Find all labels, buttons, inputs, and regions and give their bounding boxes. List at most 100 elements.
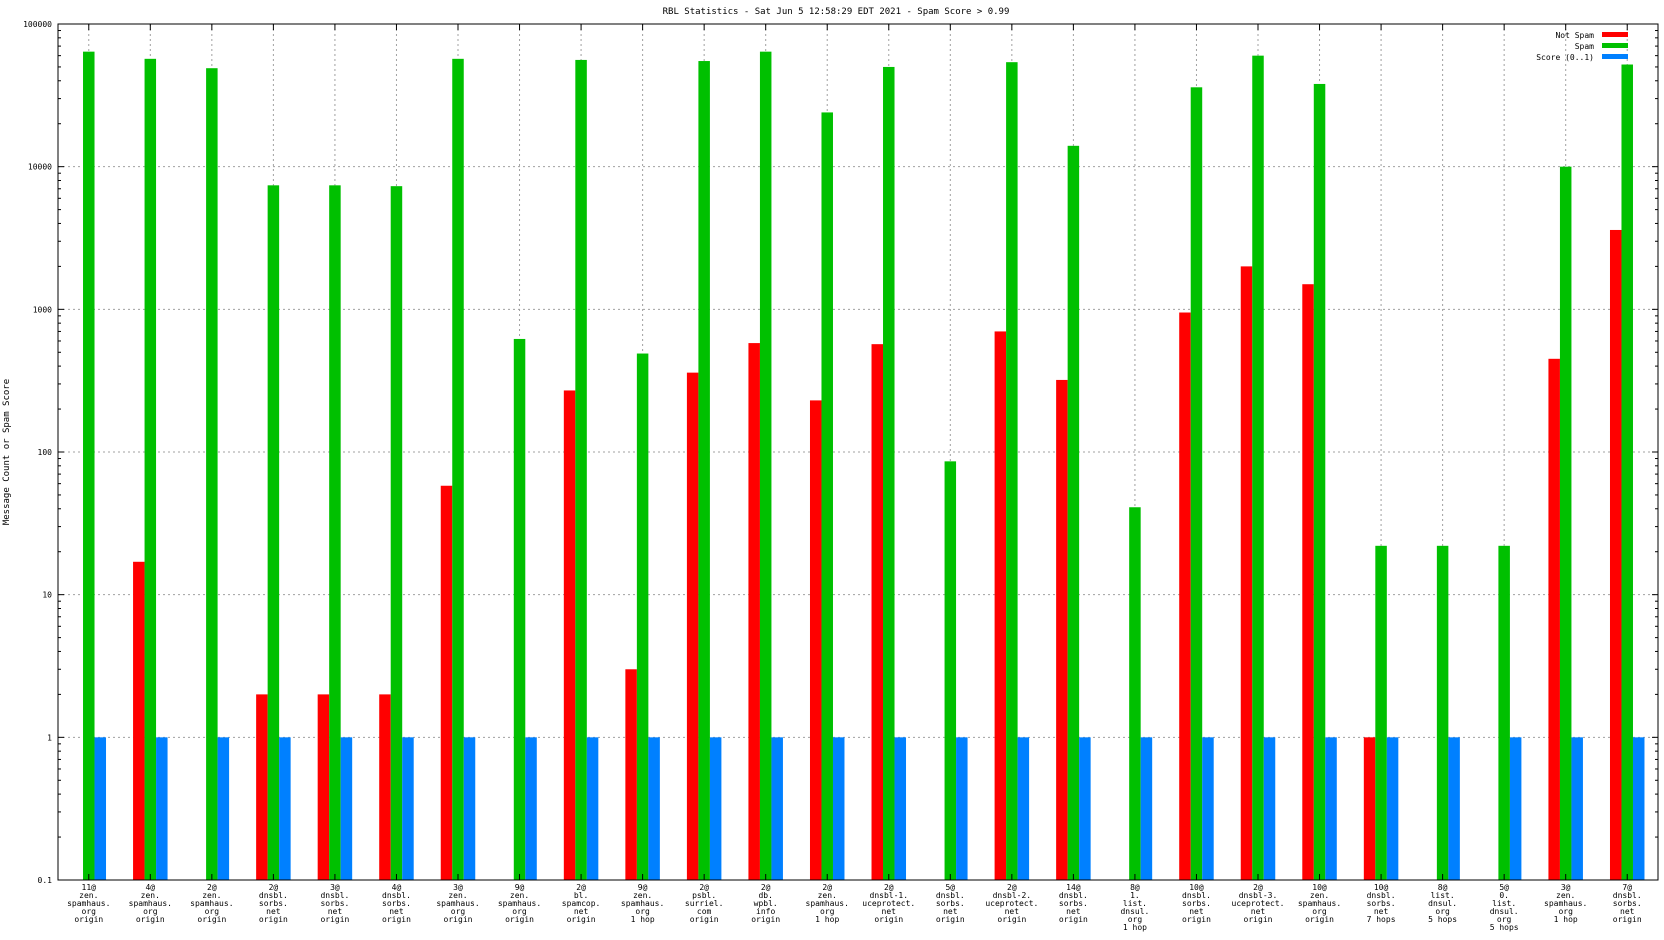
x-tick-label-line: origin — [320, 915, 349, 924]
x-tick-label-line: 2@ — [1253, 883, 1263, 892]
x-tick-label-line: 5 hops — [1428, 915, 1457, 924]
x-tick-label-line: origin — [197, 915, 226, 924]
bar-score-0-1 — [1079, 737, 1091, 880]
x-tick-label-line: zen. — [141, 891, 160, 900]
x-tick-label-line: origin — [1613, 915, 1642, 924]
x-tick-label-line: 8@ — [1438, 883, 1448, 892]
x-tick-label-line: 1 hop — [1554, 915, 1578, 924]
x-tick-label-line: list. — [1123, 899, 1147, 908]
x-tick-label-line: 7 hops — [1367, 915, 1396, 924]
x-tick-label-line: org — [1435, 907, 1450, 916]
bar-score-0-1 — [956, 737, 968, 880]
bar-score-0-1 — [709, 737, 722, 880]
bar-not-spam — [871, 344, 884, 880]
x-tick-label-line: 0. — [1499, 891, 1509, 900]
x-tick-label-line: dnsbl. — [1367, 891, 1396, 900]
x-tick-label-line: sorbs. — [1182, 899, 1211, 908]
bar-score-0-1 — [1017, 737, 1030, 880]
x-tick-label-line: db. — [758, 891, 772, 900]
x-tick-label-line: 9@ — [515, 883, 525, 892]
x-tick-label-line: 10@ — [1374, 883, 1389, 892]
x-tick-label-line: list. — [1431, 891, 1455, 900]
bars — [83, 51, 1645, 881]
x-tick-label-line: dnsul. — [1490, 907, 1519, 916]
x-tick-label-line: net — [266, 907, 281, 916]
x-tick-label-line: spamhaus. — [1544, 899, 1587, 908]
x-tick-label-line: uceprotect. — [1232, 899, 1285, 908]
bar-not-spam — [1240, 266, 1253, 881]
x-tick-label-line: dnsul. — [1428, 899, 1457, 908]
x-tick-label: 2@ psbl. surriel. com origin — [685, 883, 724, 924]
x-tick-label-line: spamhaus. — [621, 899, 664, 908]
x-tick-label-line: net — [882, 907, 897, 916]
bar-score-0-1 — [771, 737, 783, 880]
x-tick-label-line: 8@ — [1130, 883, 1140, 892]
x-tick-label-line: 1 hop — [815, 915, 839, 924]
y-tick-label: 1000 — [33, 305, 52, 314]
x-tick-label-line: dnsbl-1. — [870, 891, 909, 900]
x-tick-label: 7@ dnsbl. sorbs. net origin — [1613, 883, 1642, 924]
x-tick-label: 10@ zen. spamhaus. org origin — [1298, 883, 1341, 924]
x-tick-label-line: dnsbl. — [382, 891, 411, 900]
x-tick-label-line: zen. — [1556, 891, 1575, 900]
x-tick-label-line: 2@ — [822, 883, 832, 892]
bar-spam — [883, 66, 895, 880]
x-tick-label-line: net — [1620, 907, 1635, 916]
bar-spam — [1375, 545, 1387, 880]
x-tick-label: 10@ dnsbl. sorbs. net origin — [1182, 883, 1211, 924]
bar-spam — [267, 185, 280, 880]
bar-spam — [513, 338, 526, 880]
x-tick-label-line: spamhaus. — [67, 899, 110, 908]
bar-spam — [329, 185, 341, 880]
x-tick-label: 5@ 0. list. dnsul. org 5 hops — [1490, 883, 1519, 932]
bar-not-spam — [1056, 379, 1068, 880]
bar-spam — [1621, 64, 1633, 881]
bar-not-spam — [748, 343, 760, 881]
bar-spam — [1252, 55, 1264, 881]
x-tick-label-line: origin — [936, 915, 965, 924]
x-tick-label-line: net — [1251, 907, 1266, 916]
x-tick-label: 2@ zen. spamhaus. org 1 hop — [806, 883, 849, 924]
x-tick-label-line: 2@ — [761, 883, 771, 892]
legend-label: Not Spam — [1555, 31, 1594, 40]
y-axis-label: Message Count or Spam Score — [2, 379, 12, 525]
x-tick-label: 2@ zen. spamhaus. org origin — [190, 883, 233, 924]
bar-spam — [83, 51, 95, 880]
bar-not-spam — [1609, 229, 1622, 880]
legend-label: Score (0..1) — [1536, 53, 1594, 62]
x-tick-label-line: com — [697, 907, 712, 916]
x-tick-label-line: dnsbl. — [1182, 891, 1211, 900]
x-tick-label-line: zen. — [818, 891, 837, 900]
bar-score-0-1 — [648, 737, 660, 880]
x-tick-label-line: zen. — [1310, 891, 1329, 900]
x-tick-label: 5@ dnsbl. sorbs. net origin — [936, 883, 965, 924]
x-tick-label-line: surriel. — [685, 899, 724, 908]
x-tick-label-line: dnsbl. — [1059, 891, 1088, 900]
y-tick-label: 100000 — [23, 20, 52, 29]
bar-not-spam — [379, 694, 391, 880]
x-tick-label: 9@ zen. spamhaus. org origin — [498, 883, 541, 924]
x-tick-label-line: spamhaus. — [436, 899, 479, 908]
bar-score-0-1 — [1263, 737, 1276, 880]
x-tick-label-line: origin — [1244, 915, 1273, 924]
x-tick-label-line: origin — [505, 915, 534, 924]
bar-score-0-1 — [156, 737, 168, 880]
bar-not-spam — [1363, 737, 1376, 880]
x-tick-label-line: spamhaus. — [1298, 899, 1341, 908]
x-tick-label-line: 2@ — [1007, 883, 1017, 892]
bar-spam — [452, 58, 464, 881]
x-tick-label-line: spamhaus. — [498, 899, 541, 908]
legend-label: Spam — [1575, 42, 1594, 51]
x-tick-label-line: origin — [74, 915, 103, 924]
x-tick-label-line: origin — [1305, 915, 1334, 924]
x-tick-label-line: org — [205, 907, 220, 916]
bar-score-0-1 — [463, 737, 476, 880]
x-tick-label-line: 5@ — [1499, 883, 1509, 892]
bar-spam — [206, 68, 218, 881]
bar-spam — [759, 51, 772, 880]
y-tick-label: 100 — [38, 448, 53, 457]
x-tick-label-line: origin — [259, 915, 288, 924]
x-tick-label-line: sorbs. — [382, 899, 411, 908]
x-tick-label-line: dnsbl. — [936, 891, 965, 900]
